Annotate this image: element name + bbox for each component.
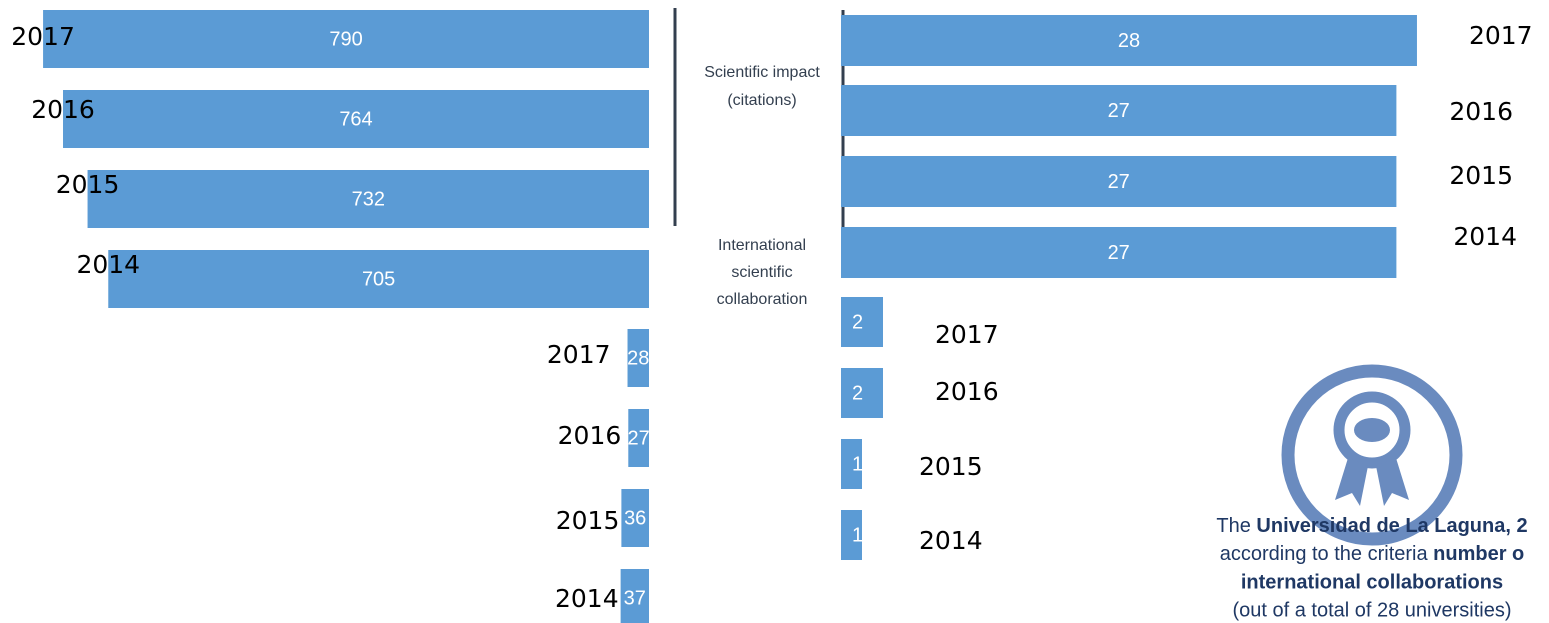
bar [621,489,649,547]
year-label: 2015 [56,170,120,199]
value-label: 28 [1118,30,1140,52]
year-label: 2014 [76,250,140,279]
year-label: 2017 [547,340,611,369]
value-label: 27 [1108,100,1130,122]
note-line: international collaborations [1241,571,1503,593]
bar [841,368,883,418]
bar [628,409,649,467]
year-label: 2017 [1469,21,1533,50]
year-label: 2015 [919,452,983,481]
year-label: 2015 [556,506,620,535]
section-label: collaboration [717,291,808,308]
value-label: 790 [329,28,362,50]
section-label: scientific [731,264,792,281]
value-label: 764 [339,108,372,130]
year-label: 2014 [555,584,619,613]
note-text: Universidad de La Laguna, 2 [1256,515,1527,537]
note-text: according to the criteria [1220,543,1433,565]
bar [841,510,862,560]
value-label: 732 [352,188,385,210]
note-line: according to the criteria number o [1220,543,1525,565]
year-label: 2014 [919,526,983,555]
year-label: 2017 [11,22,75,51]
bar [841,15,1417,66]
value-label: 1 [852,524,863,546]
bar [841,85,1397,136]
note-line: The Universidad de La Laguna, 2 [1216,515,1527,537]
bar [620,569,649,623]
section-label: (citations) [727,92,796,109]
note-text: number o [1433,543,1524,565]
bar [627,329,649,387]
section-label: Scientific impact [704,64,820,81]
bar [108,250,649,308]
bar [63,90,649,148]
value-label: 27 [628,427,650,449]
bar [841,156,1397,207]
value-label: 28 [627,347,649,369]
value-label: 36 [624,507,646,529]
bar [43,10,649,68]
bar [841,297,883,347]
year-label: 2016 [935,377,999,406]
value-label: 27 [1108,171,1130,193]
section-label: International [718,237,806,254]
year-label: 2014 [1453,222,1517,251]
value-label: 27 [1108,242,1130,264]
note-text: The [1216,515,1256,537]
year-label: 2016 [558,421,622,450]
note-line: (out of a total of 28 universities) [1232,599,1511,621]
award-icon [1281,364,1463,546]
bar [841,227,1397,278]
bar [841,439,862,489]
bar [87,170,649,228]
value-label: 2 [852,382,863,404]
value-label: 705 [362,268,395,290]
value-label: 37 [624,587,646,609]
year-label: 2015 [1449,161,1513,190]
year-label: 2016 [31,95,95,124]
year-label: 2016 [1449,97,1513,126]
year-label: 2017 [935,320,999,349]
value-label: 2 [852,311,863,333]
value-label: 1 [852,453,863,475]
